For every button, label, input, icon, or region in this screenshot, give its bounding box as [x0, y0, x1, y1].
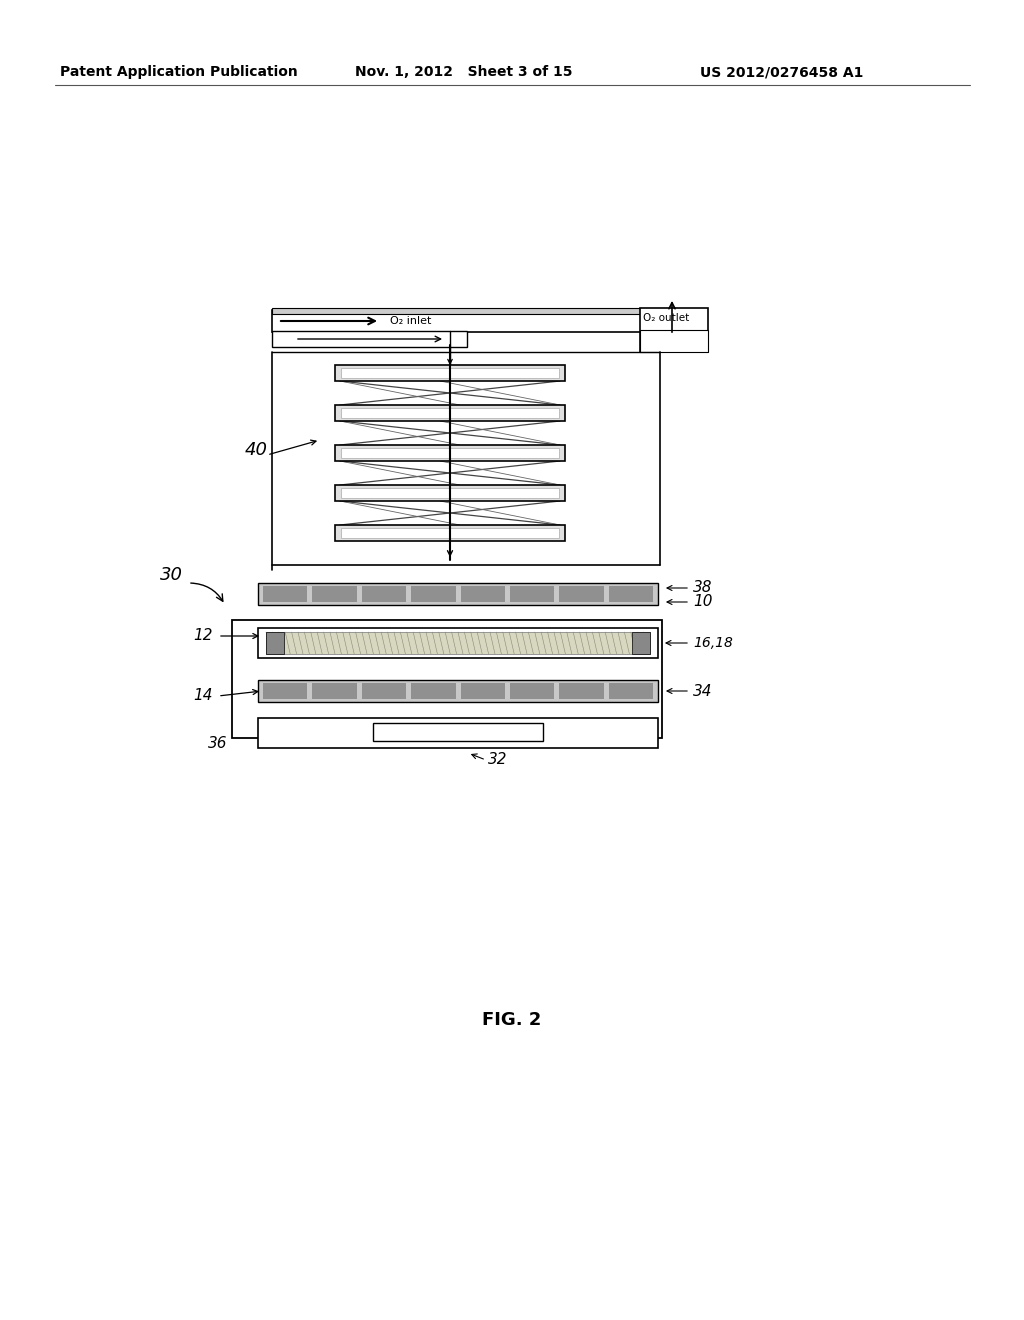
- Bar: [341, 447, 559, 458]
- Text: US 2012/0276458 A1: US 2012/0276458 A1: [700, 65, 863, 79]
- Bar: [272, 308, 667, 314]
- Bar: [461, 586, 505, 602]
- Bar: [263, 586, 307, 602]
- Text: 32: 32: [488, 752, 508, 767]
- Bar: [608, 586, 653, 602]
- Bar: [258, 583, 658, 605]
- Text: 36: 36: [208, 735, 227, 751]
- Text: 16,18: 16,18: [693, 636, 733, 649]
- Bar: [335, 484, 565, 502]
- Bar: [312, 682, 356, 700]
- Text: 38: 38: [693, 581, 713, 595]
- Text: 10: 10: [693, 594, 713, 610]
- Bar: [373, 723, 543, 741]
- Bar: [258, 628, 658, 657]
- Bar: [632, 632, 650, 653]
- Text: 30: 30: [160, 566, 183, 583]
- Bar: [411, 586, 456, 602]
- Bar: [335, 525, 565, 541]
- Text: Nov. 1, 2012   Sheet 3 of 15: Nov. 1, 2012 Sheet 3 of 15: [355, 65, 572, 79]
- Bar: [341, 368, 559, 378]
- Bar: [510, 586, 554, 602]
- Text: 40: 40: [245, 441, 268, 459]
- Bar: [335, 445, 565, 461]
- Text: FIG. 2: FIG. 2: [482, 1011, 542, 1030]
- Text: 12: 12: [193, 628, 213, 644]
- Bar: [335, 405, 565, 421]
- Bar: [312, 586, 356, 602]
- Bar: [258, 718, 658, 748]
- Text: 14: 14: [193, 689, 213, 704]
- Bar: [608, 682, 653, 700]
- Text: O₂ inlet: O₂ inlet: [390, 315, 431, 326]
- Bar: [266, 632, 284, 653]
- Bar: [559, 586, 603, 602]
- Bar: [361, 682, 407, 700]
- Bar: [341, 488, 559, 498]
- Bar: [361, 586, 407, 602]
- Bar: [510, 682, 554, 700]
- Text: Patent Application Publication: Patent Application Publication: [60, 65, 298, 79]
- Text: 34: 34: [693, 684, 713, 698]
- Bar: [266, 632, 650, 653]
- Bar: [640, 330, 708, 352]
- Bar: [640, 308, 708, 352]
- Bar: [341, 408, 559, 418]
- Bar: [559, 682, 603, 700]
- Bar: [232, 620, 662, 738]
- Bar: [263, 682, 307, 700]
- Bar: [341, 528, 559, 539]
- Bar: [272, 331, 467, 347]
- Bar: [335, 366, 565, 381]
- Bar: [258, 680, 658, 702]
- Bar: [272, 310, 667, 333]
- Bar: [411, 682, 456, 700]
- Text: O₂ outlet: O₂ outlet: [643, 313, 689, 323]
- Bar: [461, 682, 505, 700]
